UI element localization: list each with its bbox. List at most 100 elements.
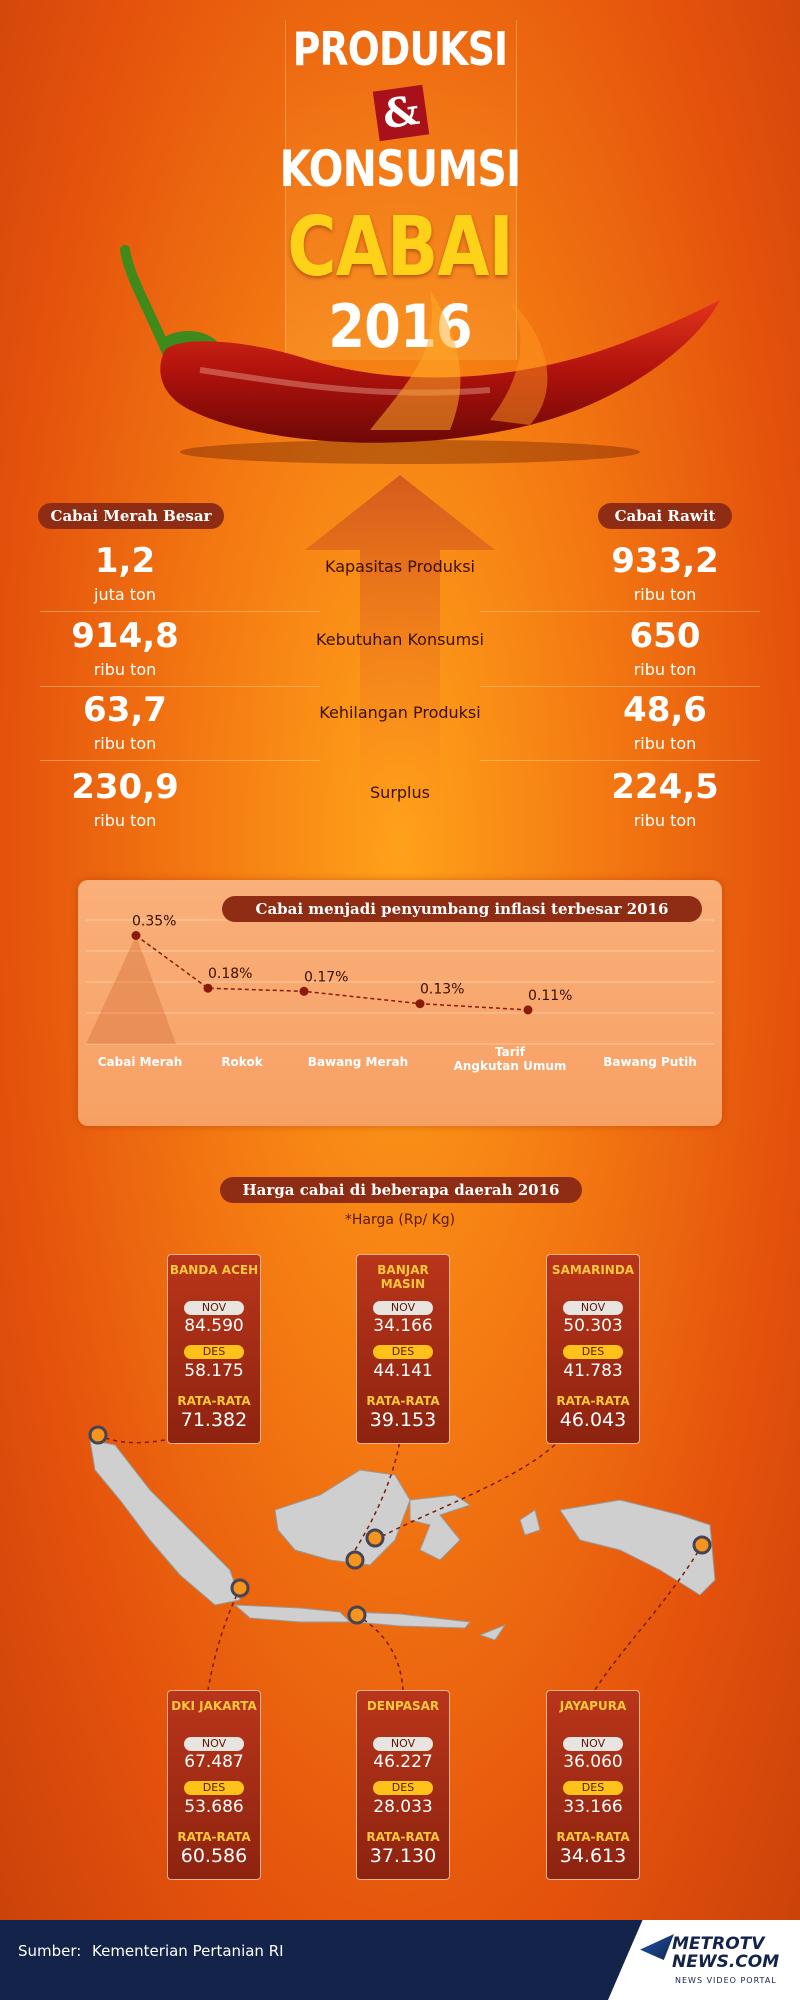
source-text: Kementerian Pertanian RI [92, 1942, 284, 1960]
nov-price: 84.590 [184, 1316, 244, 1336]
des-label: DES [373, 1345, 433, 1359]
prices-title: Harga cabai di beberapa daerah 2016 [220, 1177, 582, 1203]
nov-label: NOV [563, 1737, 623, 1751]
marker-jakarta [230, 1578, 250, 1598]
average-price: 39.153 [369, 1409, 437, 1431]
source-label: Sumber: [18, 1942, 82, 1960]
inflation-line-chart: 0.35% Cabai Merah 0.18% Rokok 0.17% Bawang Me… [86, 914, 714, 1073]
des-label: DES [373, 1781, 433, 1795]
data-point [131, 931, 141, 940]
city-name: SAMARINDA [551, 1263, 635, 1277]
left-value-row3: 63,7 [83, 690, 167, 730]
nov-label: NOV [373, 1737, 433, 1751]
city-card: DENPASAR NOV 46.227 DES 28.033 RATA-RATA 37.13… [356, 1690, 450, 1880]
category-label: Rokok [221, 1055, 263, 1069]
right-value-row1: 933,2 [611, 541, 719, 581]
city-card: BANJAR MASIN NOV 34.166 DES 44.141 RATA-RATA 3… [356, 1254, 450, 1444]
title-glow [285, 20, 517, 360]
brand-line2: NEWS.COM [672, 1952, 780, 1972]
nov-price: 50.303 [563, 1316, 623, 1336]
row-divider [40, 686, 320, 687]
average-label: RATA-RATA [366, 1830, 440, 1844]
cabai-area-mark [86, 935, 176, 1044]
data-label: 0.17% [304, 969, 348, 985]
left-value-row1: 1,2 [94, 541, 156, 581]
row-divider [480, 611, 760, 612]
map-connectors [88, 1425, 712, 1690]
data-point [523, 1005, 533, 1015]
right-unit-row4: ribu ton [633, 811, 697, 830]
nov-price: 67.487 [184, 1752, 244, 1772]
nov-label: NOV [184, 1301, 244, 1315]
category-label: Angkutan Umum [454, 1059, 567, 1073]
data-label: 0.11% [528, 988, 572, 1004]
left-unit-row3: ribu ton [93, 734, 157, 753]
center-arrow [305, 475, 495, 840]
data-point [415, 999, 425, 1009]
marker-banda-aceh [88, 1425, 108, 1445]
des-label: DES [563, 1781, 623, 1795]
row3-label: Kehilangan Produksi [319, 703, 481, 722]
average-label: RATA-RATA [366, 1394, 440, 1408]
average-price: 34.613 [559, 1845, 627, 1867]
city-name: BANDA ACEH [169, 1263, 259, 1277]
prices-note: *Harga (Rp/ Kg) [344, 1212, 456, 1228]
des-price: 28.033 [373, 1797, 433, 1817]
category-label: Tarif [495, 1045, 526, 1059]
marker-banjarmasin [345, 1550, 365, 1570]
des-price: 33.166 [563, 1797, 623, 1817]
title-line2: KONSUMSI [279, 140, 522, 198]
city-name: JAYAPURA [559, 1699, 627, 1713]
left-column-title: Cabai Merah Besar [38, 503, 224, 529]
right-unit-row1: ribu ton [633, 585, 697, 604]
average-label: RATA-RATA [177, 1394, 251, 1408]
footer: Sumber: Kementerian Pertanian RI METROTV… [0, 1920, 800, 2000]
des-label: DES [184, 1345, 244, 1359]
nov-price: 34.166 [373, 1316, 433, 1336]
des-price: 41.783 [563, 1361, 623, 1381]
city-name: DKI JAKARTA [171, 1699, 257, 1713]
left-unit-row1: juta ton [94, 585, 156, 604]
average-price: 60.586 [180, 1845, 248, 1867]
city-card: DKI JAKARTA NOV 67.487 DES 53.686 RATA-RATA 60… [167, 1690, 261, 1880]
average-price: 46.043 [559, 1409, 627, 1431]
average-label: RATA-RATA [556, 1394, 630, 1408]
row-divider [480, 760, 760, 761]
title-ampersand: & [372, 84, 430, 142]
left-unit-row4: ribu ton [93, 811, 157, 830]
row1-label: Kapasitas Produksi [325, 557, 475, 576]
nov-label: NOV [184, 1737, 244, 1751]
row-divider [40, 760, 320, 761]
inflation-chart-panel: 0.35% Cabai Merah 0.18% Rokok 0.17% Bawang Me… [78, 880, 722, 1126]
data-point [299, 986, 309, 996]
city-card: JAYAPURA NOV 36.060 DES 33.166 RATA-RATA 34.61… [546, 1690, 640, 1880]
data-point [203, 983, 213, 993]
average-label: RATA-RATA [177, 1830, 251, 1844]
category-label: Cabai Merah [98, 1055, 183, 1069]
data-label: 0.35% [132, 914, 176, 930]
average-price: 37.130 [369, 1845, 437, 1867]
des-price: 53.686 [184, 1797, 244, 1817]
row-divider [480, 686, 760, 687]
right-value-row4: 224,5 [611, 767, 719, 807]
right-value-row3: 48,6 [623, 690, 707, 730]
city-card: BANDA ACEH NOV 84.590 DES 58.175 RATA-RATA 71.… [167, 1254, 261, 1444]
right-column-title: Cabai Rawit [598, 503, 732, 529]
nov-label: NOV [373, 1301, 433, 1315]
brand-line1: METROTV [672, 1934, 765, 1954]
des-price: 58.175 [184, 1361, 244, 1381]
row4-label: Surplus [370, 783, 430, 802]
row-divider [40, 611, 320, 612]
title-cabai: CABAI [287, 200, 513, 295]
chart-title: Cabai menjadi penyumbang inflasi terbesa… [222, 896, 702, 922]
right-value-row2: 650 [629, 616, 701, 656]
nov-price: 36.060 [563, 1752, 623, 1772]
data-label: 0.13% [420, 982, 464, 998]
right-unit-row3: ribu ton [633, 734, 697, 753]
brand-tagline: NEWS VIDEO PORTAL [675, 1976, 777, 1985]
left-unit-row2: ribu ton [93, 660, 157, 679]
category-label: Bawang Merah [308, 1055, 408, 1069]
left-value-row4: 230,9 [71, 767, 179, 807]
category-label: Bawang Putih [603, 1055, 696, 1069]
left-value-row2: 914,8 [71, 616, 179, 656]
